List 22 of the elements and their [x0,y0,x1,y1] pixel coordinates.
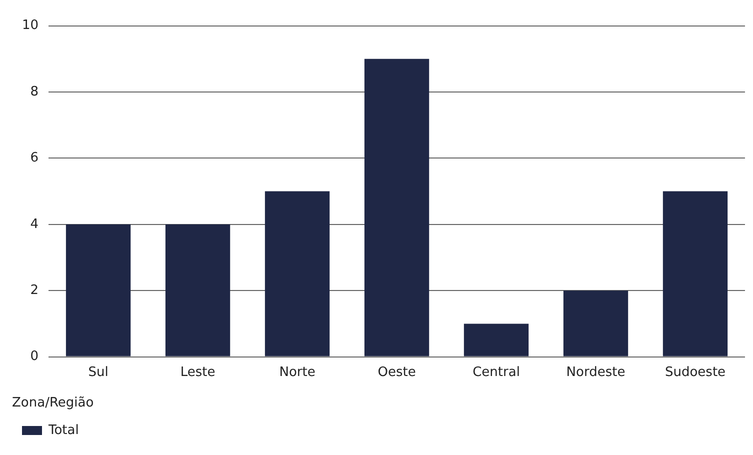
bar [66,224,131,356]
x-tick-label: Nordeste [566,364,626,380]
y-tick-label: 8 [30,84,39,100]
legend-label: Total [48,422,79,438]
bar [563,290,628,356]
bar [264,191,330,356]
x-tick-label: Norte [279,364,316,380]
x-tick-label: Sudoeste [664,364,726,380]
x-tick-label: Leste [180,364,216,380]
y-tick-label: 6 [30,150,39,166]
y-tick-label: 2 [30,282,39,298]
bar [464,324,529,356]
bar [364,58,430,356]
x-tick-label: Central [472,364,520,380]
x-tick-label: Sul [88,364,108,380]
legend-title: Zona/Região [12,395,94,410]
y-tick-label: 4 [30,216,39,232]
bar [165,224,230,356]
y-tick-label: 10 [22,18,39,34]
bar [662,191,728,356]
y-tick-label: 0 [30,349,39,364]
x-tick-label: Oeste [378,364,416,380]
